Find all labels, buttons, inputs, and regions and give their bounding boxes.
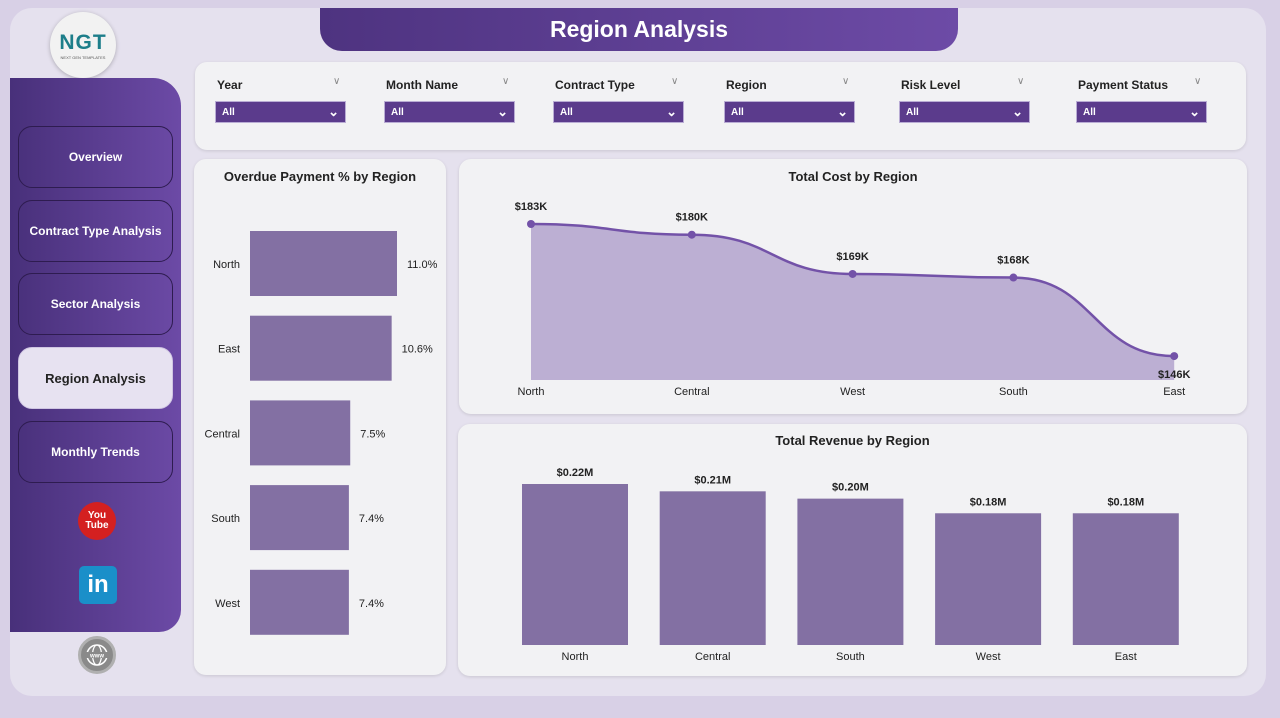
website-icon[interactable]: www — [78, 636, 116, 674]
data-label: $0.18M — [970, 496, 1007, 508]
x-tick-label: North — [562, 651, 589, 663]
chevron-down-icon: ⌄ — [1189, 104, 1200, 119]
filter-dropdown-risk-level[interactable]: All ⌄ — [899, 101, 1030, 123]
data-label: $180K — [676, 212, 708, 224]
bar — [250, 315, 392, 381]
data-point — [527, 220, 535, 228]
chevron-down-icon[interactable]: ∨ — [842, 76, 850, 87]
filter-dropdown-region[interactable]: All ⌄ — [724, 101, 855, 123]
bar — [522, 484, 628, 645]
total-cost-panel: Total Cost by Region $183K North $180K Cent… — [459, 159, 1247, 414]
filter-label-month-name: Month Name — [386, 78, 458, 92]
chevron-down-icon: ⌄ — [666, 104, 677, 119]
data-label: $169K — [836, 251, 868, 263]
bar — [250, 231, 397, 296]
chevron-down-icon: ⌄ — [328, 104, 339, 119]
data-point — [1170, 352, 1179, 361]
x-tick-label: South — [999, 386, 1028, 398]
bar — [250, 485, 349, 551]
chart-title: Total Revenue by Region — [775, 433, 930, 448]
filter-dropdown-payment-status[interactable]: All ⌄ — [1076, 101, 1207, 123]
area-fill — [531, 224, 1175, 380]
x-tick-label: North — [518, 386, 545, 398]
data-label: $146K — [1158, 369, 1190, 381]
category-label: East — [218, 344, 240, 356]
total-cost-chart: $183K North $180K Central $169K West $168K Sout… — [515, 201, 1191, 398]
overdue-payment-chart: North 11.0% East 10.6% Central 7.5% South 7.4% W… — [205, 231, 438, 635]
sidebar-item-overview[interactable]: Overview — [18, 126, 173, 188]
chevron-down-icon[interactable]: ∨ — [671, 76, 679, 87]
sidebar-item-region-analysis[interactable]: Region Analysis — [18, 347, 173, 409]
chart-title: Total Cost by Region — [788, 169, 918, 184]
logo-text: NGT — [59, 30, 107, 54]
x-tick-label: West — [840, 386, 865, 398]
data-label: 7.4% — [359, 513, 384, 525]
x-tick-label: East — [1163, 386, 1185, 398]
bar — [659, 491, 766, 645]
chevron-down-icon: ⌄ — [497, 104, 508, 119]
data-point — [1009, 273, 1018, 282]
bar — [250, 400, 351, 466]
filter-label-region: Region — [726, 78, 767, 92]
x-tick-label: Central — [674, 386, 709, 398]
sidebar-item-sector-analysis[interactable]: Sector Analysis — [18, 273, 173, 335]
total-revenue-chart: $0.22M North $0.21M Central $0.20M South $0.18… — [522, 467, 1179, 663]
chevron-down-icon: ⌄ — [837, 104, 848, 119]
filter-label-contract-type: Contract Type — [555, 78, 635, 92]
sidebar-item-monthly-trends[interactable]: Monthly Trends — [18, 421, 173, 483]
chevron-down-icon[interactable]: ∨ — [502, 76, 510, 87]
overdue-payment-panel: Overdue Payment % by Region North 11.0% Ea… — [194, 159, 446, 675]
filter-label-risk-level: Risk Level — [901, 78, 961, 92]
bar — [1072, 513, 1179, 645]
filter-panel: Year ∨ All ⌄ Month Name ∨ All ⌄ Contract Typ… — [195, 62, 1246, 150]
category-label: North — [213, 259, 240, 271]
data-label: 7.5% — [360, 428, 385, 440]
category-label: West — [215, 598, 240, 610]
logo: NGT NEXT GEN TEMPLATES — [50, 12, 116, 78]
bar — [250, 569, 349, 635]
data-label: $0.21M — [694, 474, 731, 486]
filter-dropdown-contract-type[interactable]: All ⌄ — [553, 101, 684, 123]
logo-subtext: NEXT GEN TEMPLATES — [60, 54, 106, 60]
svg-text:www: www — [89, 654, 104, 660]
data-label: 7.4% — [359, 598, 384, 610]
chevron-down-icon: ⌄ — [1012, 104, 1023, 119]
bar — [935, 513, 1042, 645]
data-label: $168K — [997, 255, 1029, 267]
data-label: 11.0% — [407, 259, 438, 271]
filter-dropdown-month-name[interactable]: All ⌄ — [384, 101, 515, 123]
sidebar-item-contract-type-analysis[interactable]: Contract Type Analysis — [18, 200, 173, 262]
category-label: South — [211, 513, 240, 525]
page-title: Region Analysis — [320, 8, 958, 51]
data-point — [848, 269, 857, 278]
chart-title: Overdue Payment % by Region — [223, 169, 417, 184]
x-tick-label: East — [1115, 651, 1137, 663]
x-tick-label: Central — [695, 651, 730, 663]
data-label: $0.22M — [557, 467, 594, 479]
data-label: $0.18M — [1107, 496, 1144, 508]
youtube-icon[interactable]: You Tube — [78, 502, 116, 540]
chevron-down-icon[interactable]: ∨ — [333, 76, 341, 87]
data-label: $183K — [515, 201, 547, 213]
data-label: $0.20M — [832, 482, 869, 494]
filter-dropdown-year[interactable]: All ⌄ — [215, 101, 346, 123]
x-tick-label: South — [836, 651, 865, 663]
data-point — [687, 230, 696, 239]
filter-label-payment-status: Payment Status — [1078, 78, 1169, 92]
chevron-down-icon[interactable]: ∨ — [1194, 76, 1202, 87]
filter-label-year: Year — [217, 78, 243, 92]
chevron-down-icon[interactable]: ∨ — [1017, 76, 1025, 87]
bar — [797, 498, 904, 645]
x-tick-label: West — [976, 651, 1001, 663]
data-label: 10.6% — [402, 344, 433, 356]
total-revenue-panel: Total Revenue by Region $0.22M North $0.21… — [458, 424, 1247, 676]
category-label: Central — [205, 428, 240, 440]
linkedin-icon[interactable]: in — [79, 566, 117, 604]
